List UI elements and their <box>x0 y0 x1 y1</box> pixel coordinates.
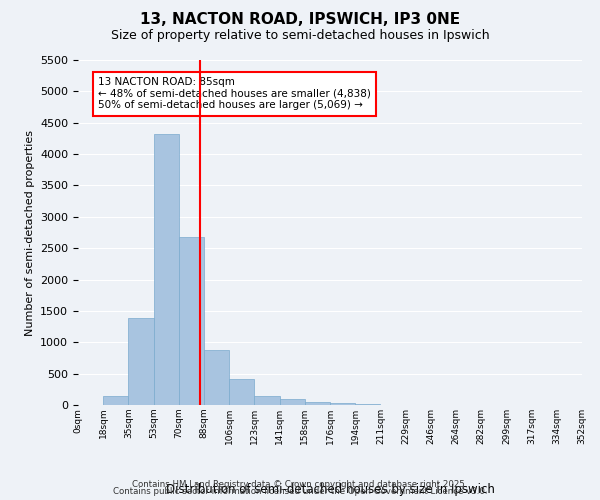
Bar <box>305 402 330 405</box>
Bar <box>330 403 355 405</box>
X-axis label: Distribution of semi-detached houses by size in Ipswich: Distribution of semi-detached houses by … <box>166 483 494 496</box>
Text: Contains public sector information licensed under the Open Government Licence v3: Contains public sector information licen… <box>113 488 487 496</box>
Bar <box>229 380 254 405</box>
Bar <box>280 400 305 405</box>
Bar <box>103 396 128 405</box>
Text: 13 NACTON ROAD: 85sqm
← 48% of semi-detached houses are smaller (4,838)
50% of s: 13 NACTON ROAD: 85sqm ← 48% of semi-deta… <box>98 78 371 110</box>
Bar <box>204 350 229 405</box>
Text: Contains HM Land Registry data © Crown copyright and database right 2025.: Contains HM Land Registry data © Crown c… <box>132 480 468 489</box>
Text: Size of property relative to semi-detached houses in Ipswich: Size of property relative to semi-detach… <box>110 29 490 42</box>
Y-axis label: Number of semi-detached properties: Number of semi-detached properties <box>25 130 35 336</box>
Bar <box>179 237 204 405</box>
Bar <box>254 396 280 405</box>
Bar <box>355 404 380 405</box>
Bar <box>128 318 154 405</box>
Bar <box>154 134 179 405</box>
Text: 13, NACTON ROAD, IPSWICH, IP3 0NE: 13, NACTON ROAD, IPSWICH, IP3 0NE <box>140 12 460 28</box>
